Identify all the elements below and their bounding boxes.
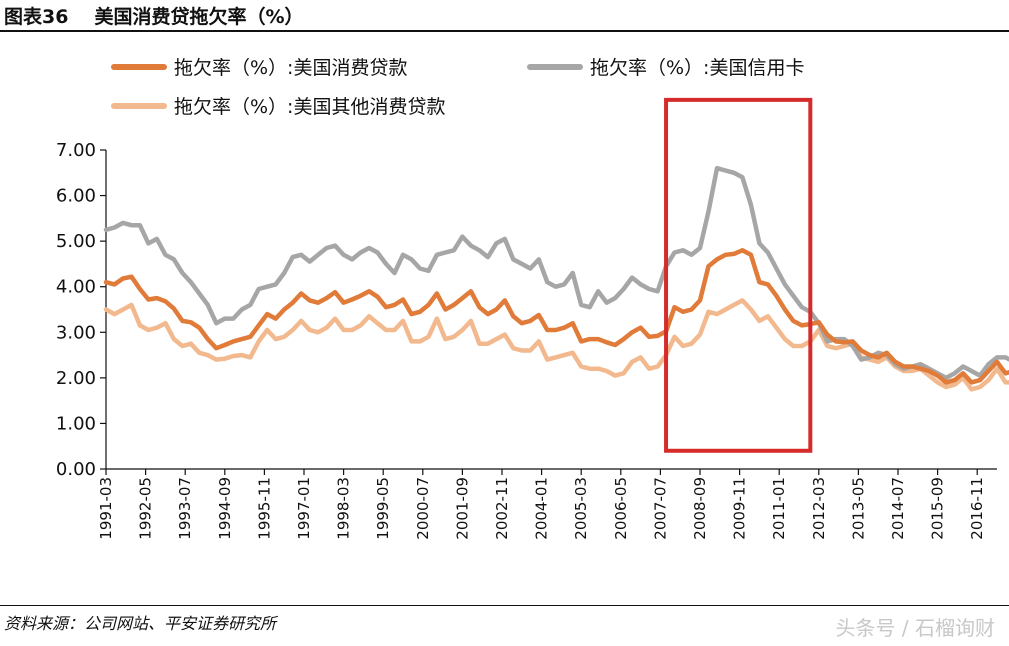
highlight-layer	[664, 97, 813, 453]
title-divider	[0, 30, 1009, 32]
source-divider	[0, 605, 1009, 606]
x-tick-label: 2011-01	[770, 477, 788, 540]
legend-label: 拖欠率（%）:美国消费贷款	[174, 57, 407, 79]
x-tick-label: 1998-03	[335, 477, 353, 540]
legend-label: 拖欠率（%）:美国其他消费贷款	[174, 96, 445, 118]
y-tick-label: 4.00	[56, 277, 96, 298]
y-tick-label: 1.00	[56, 413, 96, 434]
x-tick-label: 2007-07	[651, 477, 669, 540]
x-tick-label: 2005-03	[572, 477, 590, 540]
crisis-highlight-box	[664, 97, 813, 453]
y-tick-label: 2.00	[56, 368, 96, 389]
series-line-consumer-loans	[103, 248, 1009, 385]
x-tick-label: 1997-01	[295, 477, 313, 540]
x-tick-label: 2016-11	[968, 477, 986, 540]
x-tick-label: 2015-09	[929, 477, 947, 540]
x-tick-label: 2008-09	[691, 477, 709, 540]
series-line-credit-card	[103, 165, 1009, 381]
x-tick-label: 1993-07	[176, 477, 194, 540]
x-tick-label: 2000-07	[414, 477, 432, 540]
legend-label: 拖欠率（%）:美国信用卡	[590, 57, 804, 79]
x-tick-label: 2006-05	[612, 477, 630, 540]
x-tick-label: 2001-09	[453, 477, 471, 540]
x-tick-label: 1992-05	[137, 477, 155, 540]
source-note: 资料来源：公司网站、平安证券研究所	[4, 614, 277, 633]
y-tick-label: 7.00	[56, 140, 96, 161]
figure-number: 图表36	[4, 6, 69, 28]
y-tick-label: 6.00	[56, 186, 96, 207]
watermark: 头条号 / 石榴询财	[835, 616, 995, 640]
y-axis: 0.00 1.00 2.00 3.00 4.00 5.00 6.00 7.00	[56, 140, 107, 480]
x-tick-label: 2004-01	[533, 477, 551, 540]
x-tick-label: 2013-05	[849, 477, 867, 540]
x-tick-label: 1999-05	[374, 477, 392, 540]
x-tick-label: 2009-11	[731, 477, 749, 540]
x-tick-label: 2002-11	[493, 477, 511, 540]
line-chart: 拖欠率（%）:美国消费贷款 拖欠率（%）:美国信用卡拖欠率（%）:美国其他消费贷款…	[56, 57, 1009, 540]
x-tick-label: 2014-07	[889, 477, 907, 540]
series-layer	[103, 165, 1009, 392]
x-tick-label: 1995-11	[255, 477, 273, 540]
y-tick-label: 5.00	[56, 231, 96, 252]
series-line-other-consumer-loans	[103, 298, 1009, 392]
chart-title: 图表36 美国消费贷拖欠率（%）	[4, 2, 304, 29]
x-axis: 1991-03 1992-05 1993-07 1994-09 1995-11 1997-…	[97, 468, 997, 540]
x-tick-label: 2012-03	[810, 477, 828, 540]
y-tick-label: 0.00	[56, 459, 96, 480]
y-tick-label: 3.00	[56, 322, 96, 343]
figure-title: 美国消费贷拖欠率（%）	[94, 6, 304, 28]
x-tick-label: 1991-03	[97, 477, 115, 540]
x-tick-label: 1994-09	[216, 477, 234, 540]
